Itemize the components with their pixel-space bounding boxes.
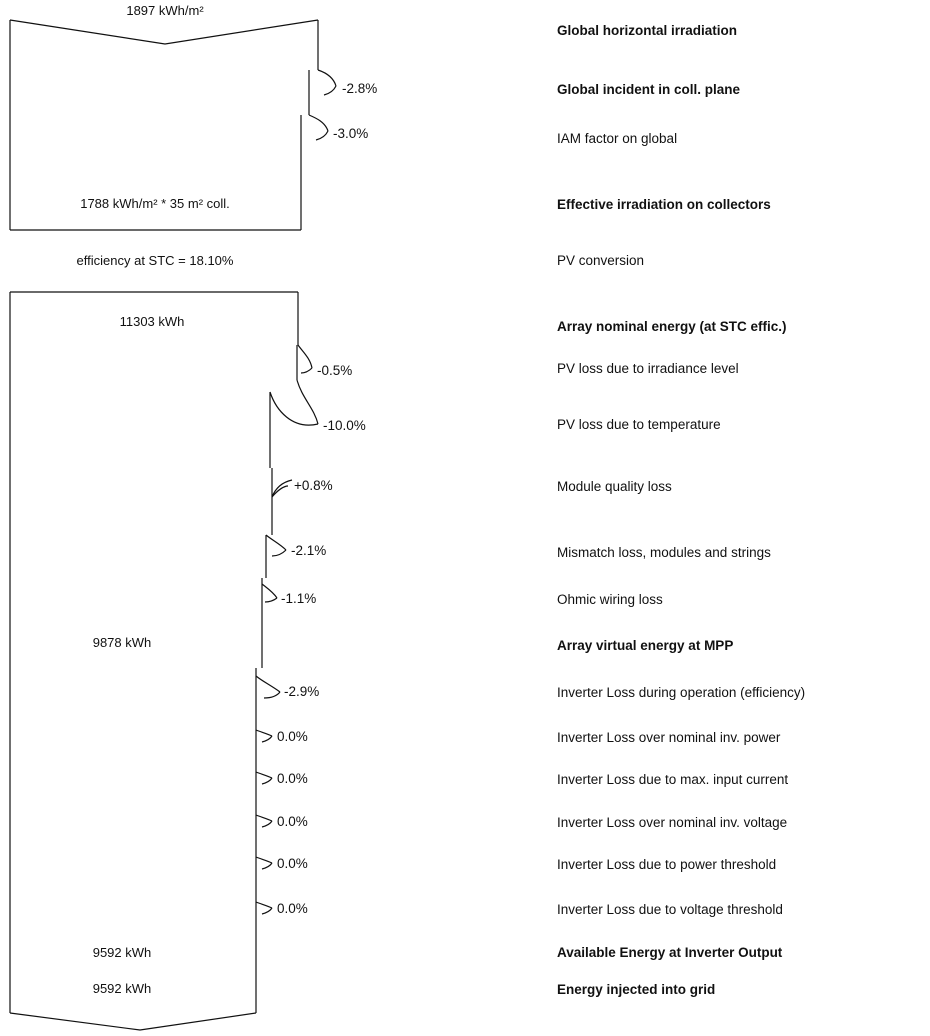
loss-percent: 0.0%: [277, 856, 308, 871]
loss-percent: 0.0%: [277, 814, 308, 829]
loss-percent: -2.9%: [284, 684, 319, 699]
step-label: Ohmic wiring loss: [557, 592, 663, 607]
loss-percent: -10.0%: [323, 418, 366, 433]
available-energy-value: 9592 kWh: [93, 945, 152, 960]
step-label: Module quality loss: [557, 479, 672, 494]
mpp-energy-value: 9878 kWh: [93, 635, 152, 650]
step-label: Global horizontal irradiation: [557, 23, 737, 38]
injected-energy-value: 9592 kWh: [93, 981, 152, 996]
loss-percent: +0.8%: [294, 478, 333, 493]
efficiency-label: efficiency at STC = 18.10%: [77, 253, 234, 268]
step-label: Effective irradiation on collectors: [557, 197, 771, 212]
loss-percent: -2.8%: [342, 81, 377, 96]
step-label: Energy injected into grid: [557, 982, 715, 997]
step-label: Inverter Loss due to power threshold: [557, 857, 776, 872]
loss-percent: 0.0%: [277, 771, 308, 786]
step-label: IAM factor on global: [557, 131, 677, 146]
loss-percent: -1.1%: [281, 591, 316, 606]
step-label: Inverter Loss due to voltage threshold: [557, 902, 783, 917]
step-label: Array virtual energy at MPP: [557, 638, 733, 653]
step-label: Inverter Loss due to max. input current: [557, 772, 788, 787]
global-irradiation-value: 1897 kWh/m²: [126, 3, 204, 18]
step-label: Available Energy at Inverter Output: [557, 945, 783, 960]
nominal-energy-value: 11303 kWh: [120, 314, 185, 329]
irradiation-flow-box: [9, 19, 337, 231]
loss-percent: 0.0%: [277, 729, 308, 744]
effective-irradiation-value: 1788 kWh/m² * 35 m² coll.: [80, 196, 230, 211]
step-label: Array nominal energy (at STC effic.): [557, 319, 787, 334]
step-label: PV conversion: [557, 253, 644, 268]
loss-percent: 0.0%: [277, 901, 308, 916]
step-label: Inverter Loss over nominal inv. power: [557, 730, 781, 745]
step-label: Inverter Loss during operation (efficien…: [557, 685, 805, 700]
energy-flow-box: [9, 291, 319, 1031]
step-label: Global incident in coll. plane: [557, 82, 741, 97]
step-label: PV loss due to irradiance level: [557, 361, 739, 376]
loss-percent: -2.1%: [291, 543, 326, 558]
step-label: Inverter Loss over nominal inv. voltage: [557, 815, 787, 830]
step-label: PV loss due to temperature: [557, 417, 721, 432]
loss-percent: -0.5%: [317, 363, 352, 378]
loss-percent: -3.0%: [333, 126, 368, 141]
step-label: Mismatch loss, modules and strings: [557, 545, 771, 560]
